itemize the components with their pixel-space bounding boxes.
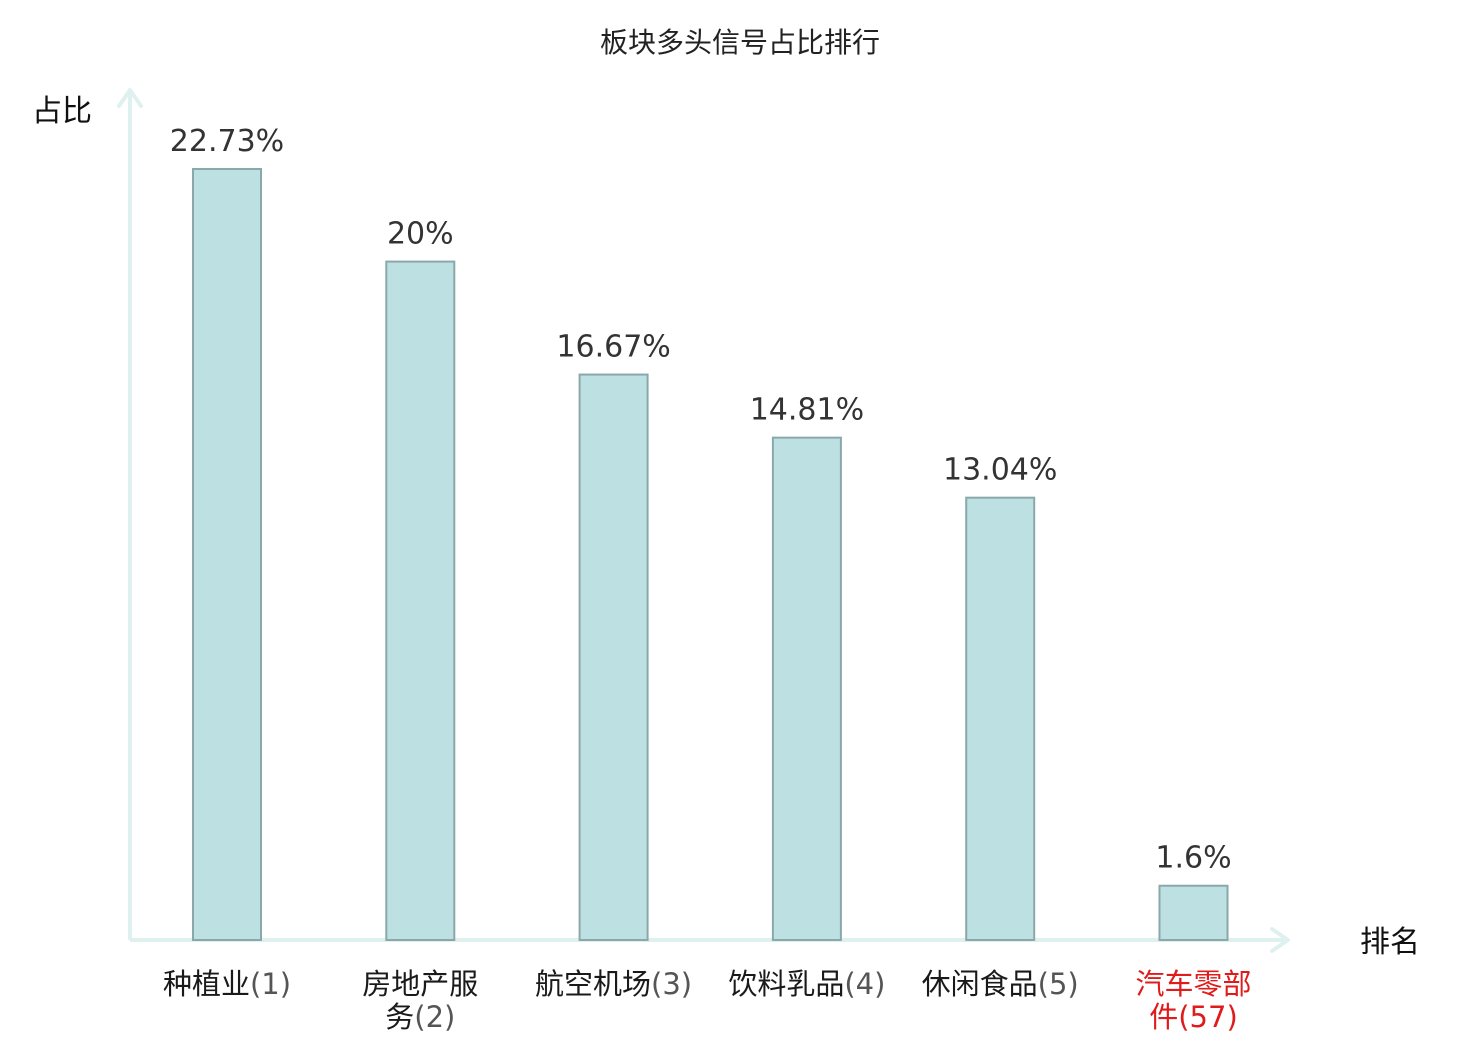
category-label-1: 种植业(1) — [163, 967, 291, 1001]
category-label-3: 航空机场(3) — [535, 967, 692, 1001]
value-label-4: 14.81% — [750, 393, 864, 428]
rank-label-4: (4) — [844, 967, 885, 1001]
rank-label-6: (57) — [1178, 1000, 1238, 1034]
bar-1 — [192, 168, 262, 941]
category-label-6: 汽车零部 — [1135, 967, 1251, 1001]
category-label-6-line2: 件(57) — [1149, 1000, 1238, 1034]
rank-label-1: (1) — [250, 967, 291, 1001]
value-label-3: 16.67% — [556, 330, 670, 365]
bar-2 — [385, 260, 456, 942]
chart-title: 板块多头信号占比排行 — [600, 26, 880, 59]
category-label-4: 饮料乳品(4) — [728, 967, 885, 1001]
rank-label-5: (5) — [1038, 967, 1079, 1001]
x-axis-arrow — [1270, 927, 1290, 953]
value-label-1: 22.73% — [170, 124, 284, 159]
rank-label-2: (2) — [414, 1000, 455, 1034]
category-label-5: 休闲食品(5) — [922, 967, 1079, 1001]
category-label-2: 房地产服 — [362, 967, 478, 1001]
y-axis-label: 占比 — [32, 94, 92, 129]
category-label-2-line2: 务(2) — [385, 1000, 455, 1034]
rank-label-3: (3) — [651, 967, 692, 1001]
value-label-6: 1.6% — [1155, 841, 1231, 876]
x-axis-label: 排名 — [1360, 925, 1420, 960]
value-label-5: 13.04% — [943, 453, 1057, 488]
value-label-2: 20% — [387, 217, 454, 252]
bar-3 — [578, 373, 649, 942]
bar-6 — [1158, 884, 1229, 941]
y-axis-arrow — [117, 88, 143, 108]
bar-5 — [965, 496, 1036, 941]
bar-4 — [771, 436, 842, 941]
